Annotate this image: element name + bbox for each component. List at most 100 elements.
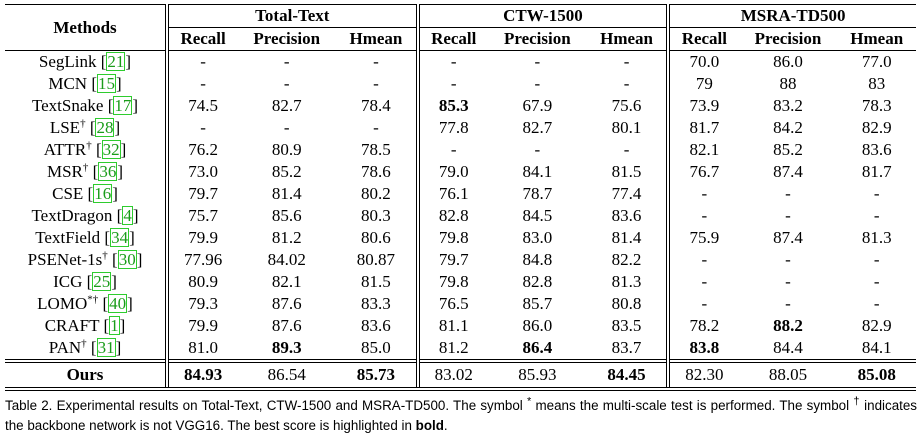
method-cell: TextSnake [17] xyxy=(31,96,139,115)
value-cell: 82.9 xyxy=(861,316,892,335)
value-cell: 83.6 xyxy=(861,140,892,159)
value-cell: 81.3 xyxy=(611,272,642,291)
value-cell: - xyxy=(623,74,630,93)
value-cell: 79 xyxy=(666,73,739,95)
value-cell: 82.8 xyxy=(415,205,488,227)
method-name: LOMO xyxy=(37,294,88,313)
value-cell: - xyxy=(873,184,880,203)
best-value: 89.3 xyxy=(271,338,302,357)
method-name: TextSnake xyxy=(31,96,104,115)
table-row: MSR† [36] 73.0 85.2 78.6 79.0 84.1 81.5 76.7 87.… xyxy=(5,161,916,183)
citation: 32 xyxy=(101,140,121,159)
value-cell: 86.4 xyxy=(488,337,587,361)
value-cell: 81.7 xyxy=(666,117,739,139)
value-cell: 79.9 xyxy=(164,315,238,337)
value-cell: 81.1 xyxy=(415,315,488,337)
value-cell: 77.0 xyxy=(861,52,892,71)
value-cell: 80.9 xyxy=(164,271,238,293)
method-cell: PAN† [31] xyxy=(48,337,122,357)
value-cell: 81.3 xyxy=(861,228,892,247)
value-cell: 85.73 xyxy=(336,359,418,391)
column-header: Hmean xyxy=(837,27,916,51)
method-cell: CSE [16] xyxy=(52,184,118,203)
table-row: TextSnake [17] 74.5 82.7 78.4 85.3 67.9 75.6 73… xyxy=(5,95,916,117)
value-cell: - xyxy=(373,52,379,71)
value-cell: 79.7 xyxy=(415,249,488,271)
value-cell: 83.7 xyxy=(611,338,642,357)
value-cell: 87.4 xyxy=(773,228,803,247)
value-cell: 77.8 xyxy=(415,117,488,139)
column-header: Precision xyxy=(738,27,838,51)
citation: 4 xyxy=(122,206,133,225)
caption-text: means the multi-scale test is performed.… xyxy=(531,398,854,413)
citation: 17 xyxy=(113,96,133,115)
value-cell: 84.45 xyxy=(586,359,669,391)
method-name: MSR xyxy=(46,162,83,181)
value-cell: 81.4 xyxy=(271,184,302,203)
group-header: CTW-1500 xyxy=(415,4,669,28)
value-cell: - xyxy=(785,272,791,291)
column-header: Recall xyxy=(666,27,739,51)
table-row: PAN† [31] 81.0 89.3 85.0 81.2 86.4 83.7 83.8 84.… xyxy=(5,337,916,361)
value-cell: 84.1 xyxy=(522,162,553,181)
table-row: MCN [15] - - - - - - 79 88 83 xyxy=(5,73,916,95)
value-cell: 79.3 xyxy=(164,293,238,315)
value-cell: 81.2 xyxy=(415,337,488,361)
value-cell: - xyxy=(164,73,238,95)
value-cell: 78.7 xyxy=(522,184,553,203)
value-cell: - xyxy=(623,52,630,71)
value-cell: - xyxy=(534,52,541,71)
table-row: ICG [25] 80.9 82.1 81.5 79.8 82.8 81.3 - - - xyxy=(5,271,916,293)
value-cell: - xyxy=(666,249,739,271)
value-cell: 81.5 xyxy=(361,272,391,291)
value-cell: 86.0 xyxy=(522,316,553,335)
value-cell: 84.02 xyxy=(267,250,306,269)
value-cell: - xyxy=(785,250,791,269)
value-cell: 75.6 xyxy=(611,96,642,115)
value-cell: 83.3 xyxy=(361,294,391,313)
method-cell: LOMO*† [40] xyxy=(37,293,133,313)
value-cell: 87.4 xyxy=(773,162,803,181)
caption-text: . xyxy=(443,418,448,433)
method-name: ICG xyxy=(53,272,83,291)
caption-symbol: † xyxy=(853,395,860,408)
caption: Table 2. Experimental results on Total-T… xyxy=(5,396,917,436)
method-name: CSE xyxy=(52,184,84,203)
caption-text: Table 2. Experimental results on Total-T… xyxy=(5,398,527,413)
value-cell: 80.2 xyxy=(361,184,391,203)
results-table: Methods Total-Text CTW-1500 MSRA-TD500 R… xyxy=(5,4,916,391)
value-cell: 84.1 xyxy=(861,338,892,357)
method-name: SegLink xyxy=(38,52,97,71)
value-cell: 76.5 xyxy=(415,293,488,315)
group-header: MSRA-TD500 xyxy=(666,4,916,28)
citation: 28 xyxy=(95,118,115,137)
value-cell: 83.6 xyxy=(611,206,642,225)
value-cell: 80.87 xyxy=(356,250,396,269)
value-cell: 82.2 xyxy=(611,250,642,269)
value-cell: 84.8 xyxy=(522,250,553,269)
value-cell: 81.5 xyxy=(611,162,642,181)
value-cell: 87.6 xyxy=(271,316,302,335)
table-row: PSENet-1s† [30] 77.96 84.02 80.87 79.7 84.8 82… xyxy=(5,249,916,271)
value-cell: 81.0 xyxy=(164,337,238,361)
value-cell: 80.6 xyxy=(361,228,391,247)
method-name: TextDragon xyxy=(31,206,113,225)
value-cell: - xyxy=(415,73,488,95)
value-cell: - xyxy=(785,294,791,313)
value-cell: 85.7 xyxy=(522,294,553,313)
table-row: TextField [34] 79.9 81.2 80.6 79.8 83.0 81.4 75… xyxy=(5,227,916,249)
table-row: Ours 84.93 86.54 85.73 83.02 85.93 84.45 82.30 8… xyxy=(5,359,916,391)
value-cell: 82.1 xyxy=(271,272,302,291)
value-cell: 84.93 xyxy=(164,359,238,391)
value-cell: - xyxy=(666,205,739,227)
value-cell: 78.4 xyxy=(361,96,391,115)
method-symbol: † xyxy=(86,139,92,152)
value-cell: 80.8 xyxy=(611,294,642,313)
citation: 16 xyxy=(93,184,113,203)
group-header-row: Methods Total-Text CTW-1500 MSRA-TD500 xyxy=(5,4,916,51)
method-cell: ICG [25] xyxy=(53,272,117,291)
column-header: Precision xyxy=(237,27,337,51)
citation: 15 xyxy=(96,74,116,93)
citation: 30 xyxy=(117,250,137,269)
method-symbol: † xyxy=(80,117,86,130)
